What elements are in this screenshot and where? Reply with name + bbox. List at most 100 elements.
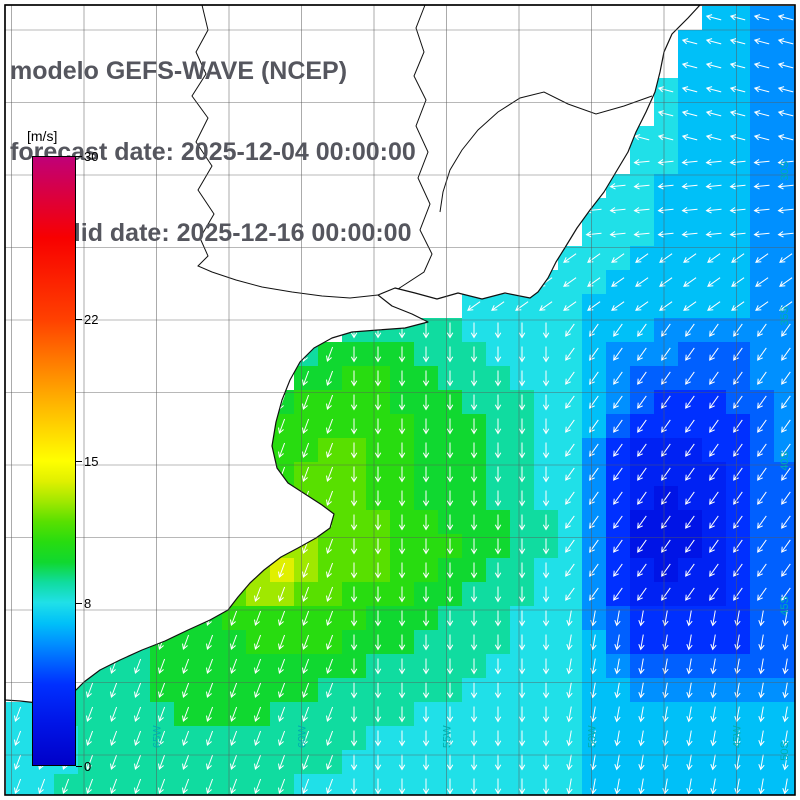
wind-arrow (709, 563, 719, 577)
wind-arrow (614, 610, 621, 627)
wind-arrow (779, 277, 793, 287)
wind-arrow (326, 682, 334, 698)
wind-arrow (494, 778, 502, 795)
colorbar-tick-mark (76, 603, 82, 604)
wind-arrow (733, 395, 743, 409)
wind-arrow (637, 323, 647, 337)
wind-arrow (777, 207, 794, 214)
wind-arrow (565, 347, 575, 361)
wind-arrow (542, 346, 550, 363)
wind-arrow (613, 395, 623, 409)
wind-arrow (422, 754, 430, 771)
wind-arrow (753, 207, 770, 214)
wind-arrow (589, 323, 599, 337)
wind-arrow (326, 586, 334, 602)
wave-cell (270, 774, 294, 795)
wind-arrow (494, 706, 502, 723)
wind-arrow (705, 231, 722, 238)
wind-arrow (686, 706, 693, 723)
wind-arrow (731, 301, 745, 311)
wind-arrow (374, 586, 382, 603)
wind-arrow (494, 562, 502, 579)
wind-arrow (326, 562, 334, 578)
wind-arrow (781, 419, 791, 433)
wind-arrow (542, 442, 550, 459)
wind-arrow (446, 394, 454, 411)
wind-arrow (681, 207, 698, 214)
wind-arrow (182, 706, 190, 722)
wind-arrow (638, 706, 645, 723)
wind-arrow (707, 253, 721, 263)
wind-arrow (374, 538, 382, 555)
latitude-labels: 30S 35S 40S 45S 50S (779, 161, 791, 761)
wind-arrow (705, 183, 722, 190)
wind-arrow (662, 634, 669, 651)
wind-arrow (705, 14, 722, 21)
wind-arrow (637, 347, 647, 361)
wind-arrow (278, 610, 286, 626)
wind-arrow (566, 778, 573, 795)
wind-arrow (729, 110, 746, 117)
wind-arrow (685, 371, 695, 385)
wind-arrow (206, 706, 214, 722)
wind-arrow (777, 14, 794, 21)
wind-arrow (494, 346, 502, 363)
wind-arrow (158, 658, 166, 674)
wind-arrow (779, 301, 793, 311)
wind-arrow (777, 86, 794, 93)
wind-arrow (565, 539, 575, 553)
wind-arrow (470, 586, 478, 603)
wind-arrow (518, 634, 526, 651)
wind-arrow (709, 419, 719, 433)
wind-arrow (518, 730, 526, 747)
wind-arrow (781, 467, 791, 481)
wind-arrow (350, 370, 358, 387)
colorbar-tick-label: 0 (84, 759, 92, 774)
wind-arrow (709, 371, 719, 385)
wind-arrow (350, 562, 358, 579)
wind-arrow (565, 563, 575, 577)
wave-cell (774, 654, 795, 678)
wind-arrow (542, 562, 550, 579)
wind-arrow (633, 183, 650, 190)
wind-arrow (542, 754, 550, 771)
wind-arrow (686, 682, 693, 699)
wind-arrow (302, 682, 310, 698)
wind-arrow (278, 730, 286, 746)
wind-arrow (685, 347, 695, 361)
wind-arrow (470, 730, 478, 747)
wind-arrow (685, 443, 695, 457)
wind-arrow (758, 610, 765, 627)
wind-arrow (753, 86, 770, 93)
wind-arrow (518, 370, 526, 387)
wind-arrow (374, 442, 382, 459)
wind-arrow (206, 634, 214, 650)
wind-arrow (158, 778, 166, 794)
wind-arrow (350, 538, 358, 555)
wind-arrow (589, 515, 599, 529)
wind-arrow (182, 730, 190, 746)
wind-arrow (470, 682, 478, 699)
wind-arrow (729, 38, 746, 45)
wind-arrow (398, 658, 406, 675)
wind-arrow (755, 253, 769, 263)
wind-arrow (518, 442, 526, 459)
wind-arrow (782, 730, 789, 747)
wind-arrow (302, 442, 310, 458)
wind-arrow (254, 730, 262, 746)
wind-arrow (182, 658, 190, 674)
wind-arrow (230, 754, 238, 770)
wind-arrow (278, 658, 286, 674)
wind-arrow (422, 322, 430, 339)
wind-arrow (681, 159, 698, 166)
wind-arrow (661, 563, 671, 577)
longitude-label: 50W (587, 725, 599, 748)
wind-arrow (686, 730, 693, 747)
wind-arrow (542, 706, 550, 723)
wind-arrow (326, 442, 334, 458)
wind-arrow (753, 134, 770, 141)
wind-arrow (398, 418, 406, 435)
wind-arrow (350, 394, 358, 411)
wind-arrow (709, 395, 719, 409)
wind-arrow (777, 134, 794, 141)
